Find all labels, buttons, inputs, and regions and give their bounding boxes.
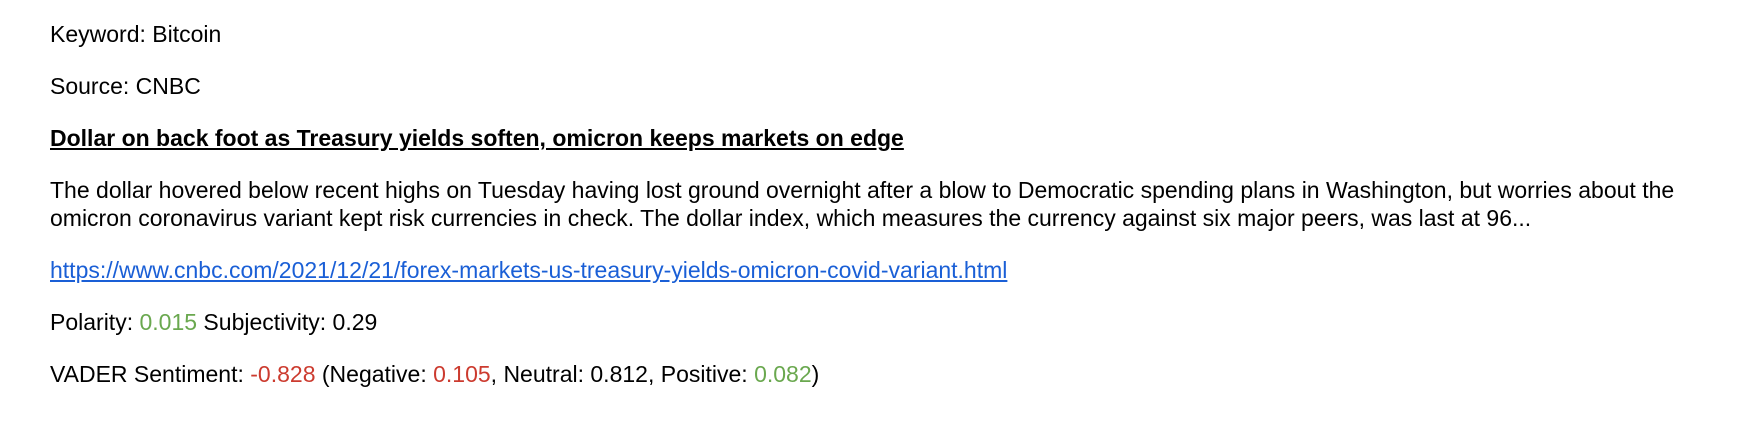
vader-close-paren: ) xyxy=(811,361,820,387)
article-summary: The dollar hovered below recent highs on… xyxy=(50,177,1675,231)
link-line: https://www.cnbc.com/2021/12/21/forex-ma… xyxy=(50,256,1007,284)
source-value: CNBC xyxy=(135,73,201,99)
source-line: Source: CNBC xyxy=(50,72,201,100)
vader-negative-value: 0.105 xyxy=(433,361,491,387)
vader-positive-value: 0.082 xyxy=(754,361,812,387)
headline-line: Dollar on back foot as Treasury yields s… xyxy=(50,124,904,152)
vader-negative-label: Negative: xyxy=(329,361,434,387)
vader-positive-label: , Positive: xyxy=(647,361,755,387)
vader-open-paren: ( xyxy=(315,361,330,387)
vader-neutral-label: , Neutral: xyxy=(490,361,591,387)
article-sentiment-panel: Keyword: Bitcoin Source: CNBC Dollar on … xyxy=(0,0,1750,387)
vader-neutral-value: 0.812 xyxy=(590,361,648,387)
keyword-label: Keyword: xyxy=(50,21,153,47)
source-label: Source: xyxy=(50,73,136,99)
vader-line: VADER Sentiment: -0.828 (Negative: 0.105… xyxy=(50,360,819,388)
keyword-value: Bitcoin xyxy=(152,21,222,47)
polarity-value: 0.015 xyxy=(139,309,198,335)
keyword-line: Keyword: Bitcoin xyxy=(50,20,221,48)
polarity-line: Polarity: 0.015 Subjectivity: 0.29 xyxy=(50,308,377,336)
article-headline: Dollar on back foot as Treasury yields s… xyxy=(50,125,904,151)
subjectivity-label: Subjectivity: xyxy=(197,309,333,335)
polarity-label: Polarity: xyxy=(50,309,140,335)
article-link[interactable]: https://www.cnbc.com/2021/12/21/forex-ma… xyxy=(50,257,1008,283)
vader-label: VADER Sentiment: xyxy=(50,361,251,387)
vader-compound-value: -0.828 xyxy=(250,361,316,387)
subjectivity-value: 0.29 xyxy=(332,309,378,335)
